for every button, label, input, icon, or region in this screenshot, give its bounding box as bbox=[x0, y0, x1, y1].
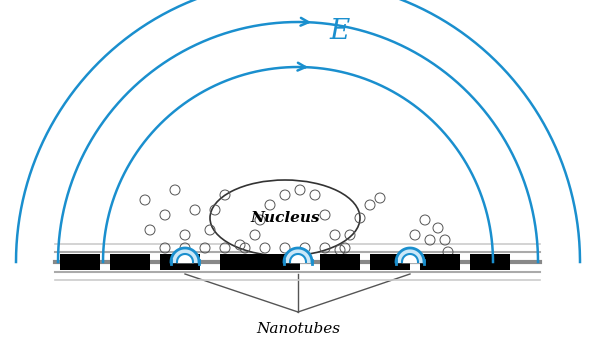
Bar bbox=[320, 254, 360, 270]
Bar bbox=[220, 254, 260, 270]
Bar bbox=[370, 254, 410, 270]
Ellipse shape bbox=[210, 180, 360, 256]
Bar bbox=[60, 254, 100, 270]
Bar bbox=[470, 254, 510, 270]
Bar bbox=[110, 254, 150, 270]
Bar bbox=[420, 254, 460, 270]
Bar bbox=[160, 254, 200, 270]
Text: Nucleus: Nucleus bbox=[250, 211, 320, 225]
Text: Nanotubes: Nanotubes bbox=[256, 322, 340, 336]
Bar bbox=[260, 254, 300, 270]
Text: E: E bbox=[330, 18, 350, 45]
